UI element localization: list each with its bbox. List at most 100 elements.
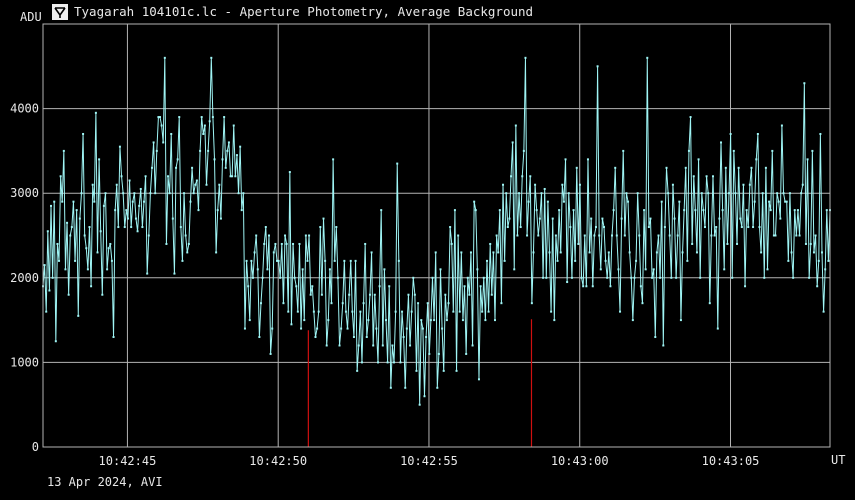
data-point: [575, 166, 578, 169]
data-point: [619, 310, 622, 313]
data-point: [312, 310, 315, 313]
data-point: [385, 319, 388, 322]
data-point: [218, 183, 221, 186]
data-point: [256, 268, 259, 271]
data-point: [625, 192, 628, 195]
data-point: [98, 158, 101, 161]
data-point: [594, 226, 597, 229]
data-point: [53, 200, 56, 203]
data-point: [266, 268, 269, 271]
data-point: [534, 183, 537, 186]
data-point: [59, 175, 62, 178]
data-point: [173, 272, 176, 275]
data-point: [652, 268, 655, 271]
data-point: [360, 361, 363, 364]
data-point: [508, 217, 511, 220]
data-point: [317, 310, 320, 313]
data-point: [373, 293, 376, 296]
data-point: [711, 175, 714, 178]
data-point: [168, 192, 171, 195]
data-point: [66, 221, 69, 224]
data-point: [229, 175, 232, 178]
data-point: [646, 56, 649, 59]
data-point: [367, 319, 370, 322]
data-point: [149, 192, 152, 195]
data-point: [540, 192, 543, 195]
data-point: [54, 340, 57, 343]
data-point: [665, 166, 668, 169]
data-point: [612, 209, 615, 212]
data-point: [758, 226, 761, 229]
data-point: [178, 116, 181, 119]
data-point: [465, 352, 468, 355]
data-point: [453, 209, 456, 212]
data-point: [527, 200, 530, 203]
data-point: [407, 293, 410, 296]
data-point: [529, 175, 532, 178]
data-point: [649, 217, 652, 220]
data-point: [309, 293, 312, 296]
data-point: [469, 251, 472, 254]
data-point: [686, 259, 689, 262]
data-point: [822, 310, 825, 313]
data-point: [530, 302, 533, 305]
data-point: [450, 242, 453, 245]
data-point: [670, 276, 673, 279]
data-point: [477, 378, 480, 381]
data-point: [793, 209, 796, 212]
data-point: [298, 242, 301, 245]
data-point: [684, 166, 687, 169]
data-point: [240, 209, 243, 212]
series-line: [42, 57, 831, 405]
data-point: [277, 259, 280, 262]
data-point: [681, 251, 684, 254]
data-point: [401, 310, 404, 313]
data-point: [349, 259, 352, 262]
data-point: [421, 327, 424, 330]
data-point: [431, 276, 434, 279]
data-point: [409, 344, 412, 347]
data-point: [580, 276, 583, 279]
data-point: [606, 276, 609, 279]
data-point: [288, 171, 291, 174]
data-point: [707, 192, 710, 195]
data-point: [816, 285, 819, 288]
data-point: [662, 344, 665, 347]
data-point: [330, 302, 333, 305]
data-point: [461, 319, 464, 322]
data-point: [647, 226, 650, 229]
data-point: [567, 192, 570, 195]
data-point: [125, 209, 128, 212]
data-point: [319, 226, 322, 229]
data-point: [502, 183, 505, 186]
data-point: [740, 226, 743, 229]
data-point: [402, 336, 405, 339]
data-point: [721, 209, 724, 212]
data-point: [418, 403, 421, 406]
data-point: [436, 386, 439, 389]
data-point: [311, 285, 314, 288]
data-point: [795, 234, 798, 237]
data-point: [110, 259, 113, 262]
tyagarah-logo-icon: [52, 4, 68, 20]
data-point: [800, 192, 803, 195]
data-point: [713, 234, 716, 237]
data-point: [636, 192, 639, 195]
data-point: [675, 276, 678, 279]
data-point: [45, 310, 48, 313]
data-point: [67, 293, 70, 296]
data-point: [545, 276, 548, 279]
data-point: [766, 268, 769, 271]
data-point: [548, 251, 551, 254]
data-point: [617, 268, 620, 271]
data-point: [155, 149, 158, 152]
data-point: [814, 234, 817, 237]
x-tick-label: 10:43:05: [702, 454, 760, 468]
data-point: [473, 200, 476, 203]
data-point: [133, 192, 136, 195]
x-axis-label: UT: [831, 453, 845, 467]
data-point: [264, 226, 267, 229]
data-point: [101, 293, 104, 296]
data-point: [290, 323, 293, 326]
data-point: [570, 276, 573, 279]
